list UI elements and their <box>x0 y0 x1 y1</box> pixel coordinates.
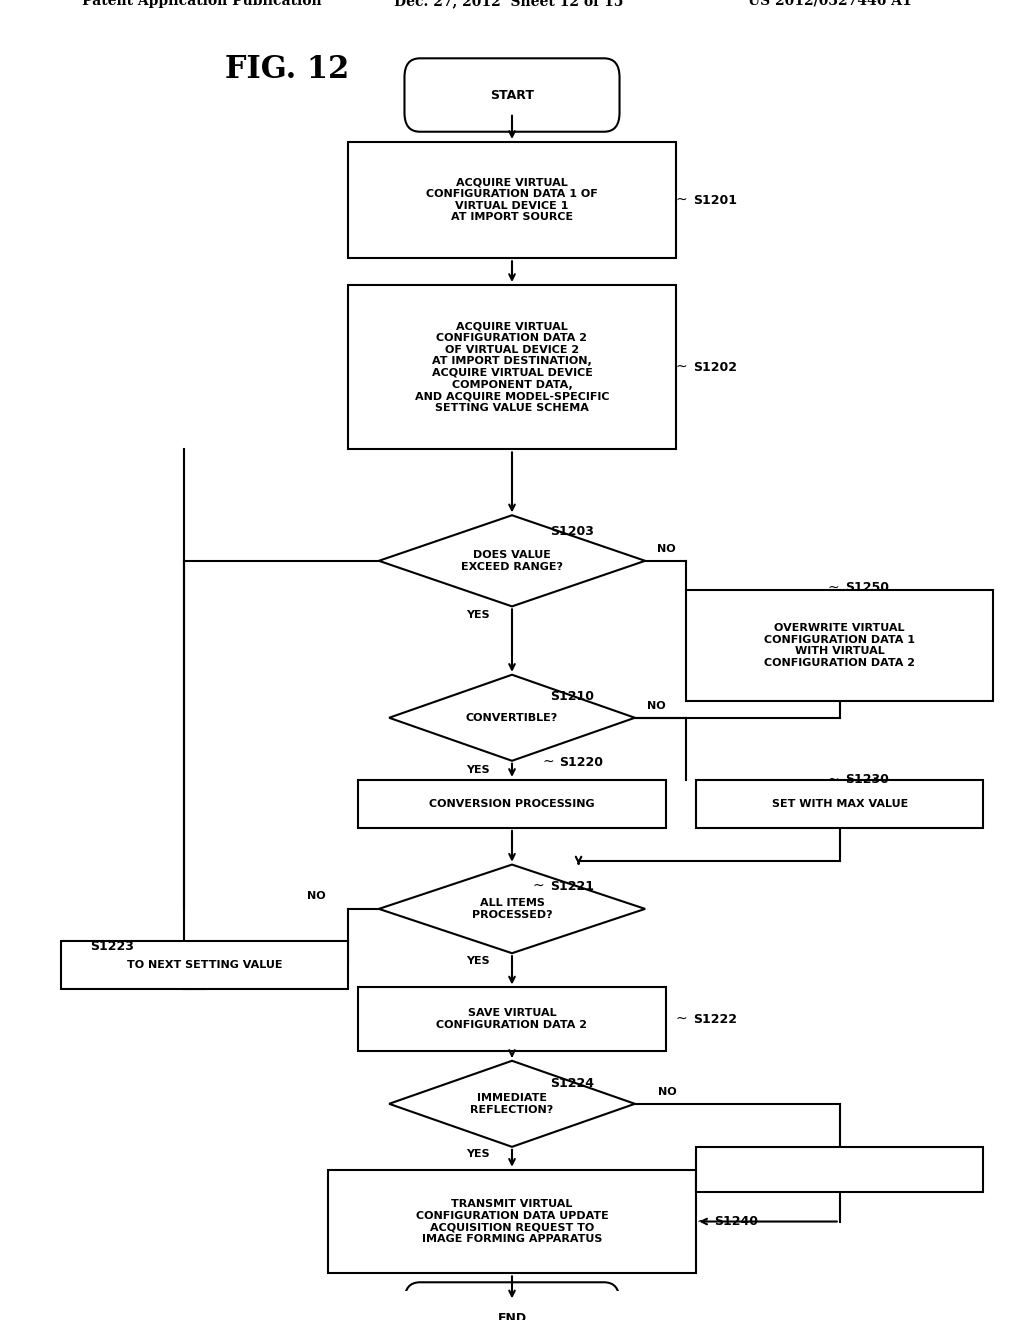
Text: S1220: S1220 <box>559 755 603 768</box>
Text: ~: ~ <box>543 755 554 770</box>
Text: END: END <box>498 1312 526 1320</box>
Text: Dec. 27, 2012  Sheet 12 of 15: Dec. 27, 2012 Sheet 12 of 15 <box>394 0 624 8</box>
Text: S1230: S1230 <box>845 774 889 787</box>
FancyBboxPatch shape <box>358 780 666 828</box>
Text: S1223: S1223 <box>90 940 134 953</box>
Text: Patent Application Publication: Patent Application Publication <box>82 0 322 8</box>
Polygon shape <box>379 865 645 953</box>
Text: ~: ~ <box>827 772 839 787</box>
Text: ~: ~ <box>676 193 687 207</box>
Text: OVERWRITE VIRTUAL
CONFIGURATION DATA 1
WITH VIRTUAL
CONFIGURATION DATA 2: OVERWRITE VIRTUAL CONFIGURATION DATA 1 W… <box>764 623 915 668</box>
FancyBboxPatch shape <box>696 780 983 828</box>
Text: S1222: S1222 <box>693 1012 737 1026</box>
FancyBboxPatch shape <box>696 1147 983 1192</box>
Text: ~: ~ <box>827 581 839 594</box>
FancyBboxPatch shape <box>404 1282 620 1320</box>
Text: NO: NO <box>658 1088 677 1097</box>
Polygon shape <box>389 1061 635 1147</box>
Text: SET WITH MAX VALUE: SET WITH MAX VALUE <box>771 799 908 809</box>
Text: US 2012/0327446 A1: US 2012/0327446 A1 <box>748 0 911 8</box>
Text: TRANSMIT VIRTUAL
CONFIGURATION DATA UPDATE
ACQUISITION REQUEST TO
IMAGE FORMING : TRANSMIT VIRTUAL CONFIGURATION DATA UPDA… <box>416 1199 608 1243</box>
Polygon shape <box>379 515 645 606</box>
Text: S1221: S1221 <box>550 879 594 892</box>
Text: ~: ~ <box>696 1214 708 1229</box>
Text: S1224: S1224 <box>550 1077 594 1090</box>
Text: S1201: S1201 <box>693 194 737 207</box>
Text: ~: ~ <box>676 1012 687 1026</box>
Text: SAVE VIRTUAL
CONFIGURATION DATA 2: SAVE VIRTUAL CONFIGURATION DATA 2 <box>436 1008 588 1030</box>
Text: NO: NO <box>657 544 676 554</box>
FancyBboxPatch shape <box>328 1170 696 1274</box>
FancyBboxPatch shape <box>358 987 666 1051</box>
Text: S1250: S1250 <box>845 581 889 594</box>
Text: ACQUIRE VIRTUAL
CONFIGURATION DATA 1 OF
VIRTUAL DEVICE 1
AT IMPORT SOURCE: ACQUIRE VIRTUAL CONFIGURATION DATA 1 OF … <box>426 178 598 223</box>
Text: TO NEXT SETTING VALUE: TO NEXT SETTING VALUE <box>127 960 283 970</box>
Text: NO: NO <box>647 701 666 711</box>
Text: CONVERTIBLE?: CONVERTIBLE? <box>466 713 558 723</box>
Text: ACQUIRE VIRTUAL
CONFIGURATION DATA 2
OF VIRTUAL DEVICE 2
AT IMPORT DESTINATION,
: ACQUIRE VIRTUAL CONFIGURATION DATA 2 OF … <box>415 322 609 413</box>
Text: S1240: S1240 <box>714 1214 758 1228</box>
Text: YES: YES <box>466 1150 489 1159</box>
FancyBboxPatch shape <box>348 285 676 449</box>
Text: YES: YES <box>466 764 489 775</box>
Text: FIG. 12: FIG. 12 <box>225 54 349 86</box>
Text: ~: ~ <box>532 879 544 894</box>
Text: DOES VALUE
EXCEED RANGE?: DOES VALUE EXCEED RANGE? <box>461 550 563 572</box>
Text: YES: YES <box>466 610 489 620</box>
Text: S1202: S1202 <box>693 360 737 374</box>
FancyBboxPatch shape <box>404 58 620 132</box>
Text: IMMEDIATE
REFLECTION?: IMMEDIATE REFLECTION? <box>470 1093 554 1114</box>
Text: ~: ~ <box>676 360 687 374</box>
Text: YES: YES <box>466 956 489 966</box>
FancyBboxPatch shape <box>348 141 676 259</box>
FancyBboxPatch shape <box>686 590 993 701</box>
Text: ALL ITEMS
PROCESSED?: ALL ITEMS PROCESSED? <box>472 898 552 920</box>
Text: START: START <box>490 88 534 102</box>
FancyBboxPatch shape <box>61 941 348 989</box>
Text: S1210: S1210 <box>550 690 594 702</box>
Polygon shape <box>389 675 635 760</box>
Text: NO: NO <box>307 891 326 902</box>
Text: S1203: S1203 <box>550 525 594 539</box>
Text: CONVERSION PROCESSING: CONVERSION PROCESSING <box>429 799 595 809</box>
